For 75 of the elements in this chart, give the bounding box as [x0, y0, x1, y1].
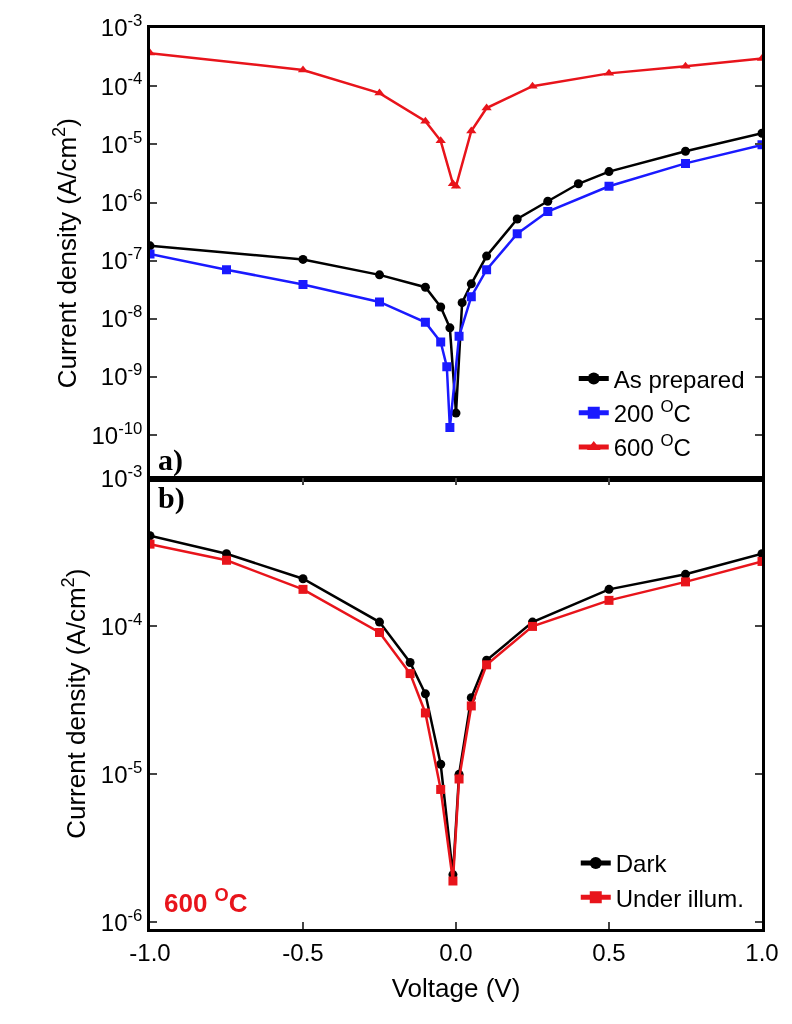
point	[375, 270, 384, 280]
point	[405, 658, 415, 668]
y-tick-label: 10$^{-4}$	[100, 609, 143, 640]
x-tick-label: 1.0	[745, 938, 779, 966]
point	[375, 617, 384, 627]
point	[681, 577, 690, 587]
point	[298, 254, 308, 264]
legend-label: 600 $^{O}$C	[613, 431, 691, 462]
point	[604, 181, 614, 191]
point	[528, 621, 537, 631]
point	[445, 423, 455, 433]
point	[375, 297, 384, 307]
point	[222, 265, 231, 275]
x-tick-label: 0.0	[439, 938, 473, 966]
point	[681, 146, 690, 156]
point	[298, 584, 308, 594]
point	[298, 574, 308, 584]
point	[680, 61, 691, 69]
point	[436, 337, 446, 347]
point	[435, 136, 446, 144]
y-tick-label: 10$^{-4}$	[100, 69, 143, 100]
point	[543, 207, 553, 217]
y-tick-label: 10$^{-7}$	[100, 243, 143, 275]
x-axis-title: Voltage (V)	[391, 973, 521, 1004]
y-tick-label: 10$^{-3}$	[100, 461, 143, 492]
point	[420, 282, 430, 292]
point	[543, 196, 553, 206]
point	[604, 595, 614, 605]
point	[436, 784, 446, 794]
point	[420, 317, 430, 327]
point	[466, 126, 477, 134]
x-tick-label: -0.5	[282, 938, 324, 966]
y-tick-label: 10$^{-6}$	[100, 185, 143, 216]
point	[457, 298, 467, 308]
point	[448, 876, 458, 886]
point	[512, 229, 522, 239]
point	[512, 214, 522, 224]
point	[454, 331, 464, 341]
y-tick-label: 10$^{-3}$	[100, 11, 143, 42]
point	[681, 158, 690, 168]
point	[405, 669, 415, 679]
point	[466, 701, 476, 711]
legend-label: Dark	[615, 850, 668, 878]
legend-label: As prepared	[613, 365, 745, 393]
point	[482, 660, 492, 670]
point	[436, 302, 446, 312]
x-tick-label: 0.5	[592, 938, 626, 966]
point	[298, 279, 308, 289]
point	[420, 708, 430, 718]
y-tick-label: 10$^{-6}$	[100, 905, 143, 936]
annotation: b)	[158, 481, 185, 515]
y-tick-label: 10$^{-10}$	[91, 418, 143, 449]
point	[445, 323, 455, 333]
point	[466, 279, 476, 289]
point	[442, 362, 452, 372]
point	[454, 774, 464, 784]
legend-label: 200 $^{O}$C	[613, 397, 691, 428]
point	[482, 265, 492, 275]
point	[604, 584, 614, 594]
point	[222, 555, 231, 565]
legend-label: Under illum.	[615, 884, 744, 912]
annotation: 600 $^{O}$C	[164, 885, 248, 918]
point	[466, 292, 476, 302]
point	[604, 167, 614, 177]
point	[420, 689, 430, 699]
annotation: a)	[158, 443, 183, 477]
point	[436, 759, 446, 769]
point	[375, 627, 384, 637]
y-tick-label: 10$^{-5}$	[100, 127, 143, 158]
x-tick-label: -1.0	[129, 938, 171, 966]
point	[573, 179, 583, 189]
y-tick-label: 10$^{-5}$	[100, 757, 143, 788]
y-tick-label: 10$^{-8}$	[100, 302, 143, 333]
point	[482, 251, 492, 261]
y-tick-label: 10$^{-9}$	[100, 360, 143, 391]
